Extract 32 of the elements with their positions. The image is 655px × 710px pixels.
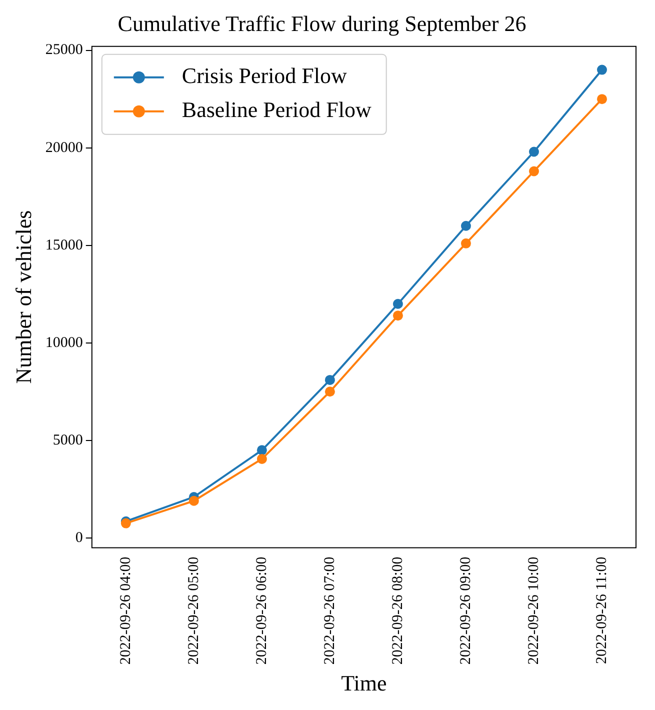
x-tick-label: 2022-09-26 07:00	[322, 556, 338, 665]
point	[596, 64, 607, 75]
x-tick-label: 2022-09-26 09:00	[458, 556, 474, 665]
point	[324, 374, 335, 385]
y-tick-label: 20000	[45, 140, 83, 156]
point	[392, 310, 403, 321]
point	[460, 220, 471, 231]
chart-title: Cumulative Traffic Flow during September 26	[118, 10, 526, 36]
point	[324, 386, 335, 397]
point	[256, 454, 267, 464]
x-tick-label: 2022-09-26 06:00	[254, 556, 270, 665]
y-axis-title: Number of vehicles	[10, 210, 36, 384]
point	[188, 496, 199, 506]
point	[460, 238, 471, 248]
point	[596, 94, 607, 104]
y-tick-label: 0	[75, 530, 83, 546]
y-tick-label: 25000	[45, 42, 83, 58]
point	[528, 166, 539, 176]
point	[256, 445, 267, 456]
x-axis-title: Time	[341, 670, 387, 696]
point	[528, 146, 539, 157]
x-tick-label: 2022-09-26 10:00	[526, 556, 542, 665]
point	[392, 298, 403, 309]
x-tick-label: 2022-09-26 11:00	[594, 556, 610, 664]
legend-label: Crisis Period Flow	[182, 63, 348, 88]
x-tick-label: 2022-09-26 05:00	[186, 556, 202, 665]
x-tick-label: 2022-09-26 04:00	[118, 556, 134, 665]
x-tick-label: 2022-09-26 08:00	[390, 556, 406, 665]
y-tick-label: 10000	[45, 334, 83, 351]
y-tick-label: 15000	[45, 237, 83, 254]
legend-label: Baseline Period Flow	[182, 97, 372, 122]
y-tick-label: 5000	[52, 432, 83, 448]
